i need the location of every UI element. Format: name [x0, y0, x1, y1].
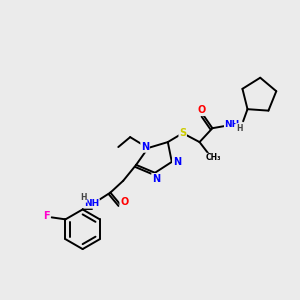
Text: S: S [179, 128, 186, 138]
Text: N: N [152, 174, 160, 184]
Text: H: H [236, 124, 242, 133]
Text: CH₃: CH₃ [206, 153, 221, 162]
Text: F: F [43, 212, 50, 221]
Text: NH: NH [84, 199, 99, 208]
Text: N: N [141, 142, 149, 152]
Text: O: O [197, 105, 206, 116]
Text: N: N [173, 157, 181, 167]
Text: O: O [120, 196, 128, 206]
Text: NH: NH [225, 120, 240, 129]
Text: H: H [80, 193, 87, 202]
